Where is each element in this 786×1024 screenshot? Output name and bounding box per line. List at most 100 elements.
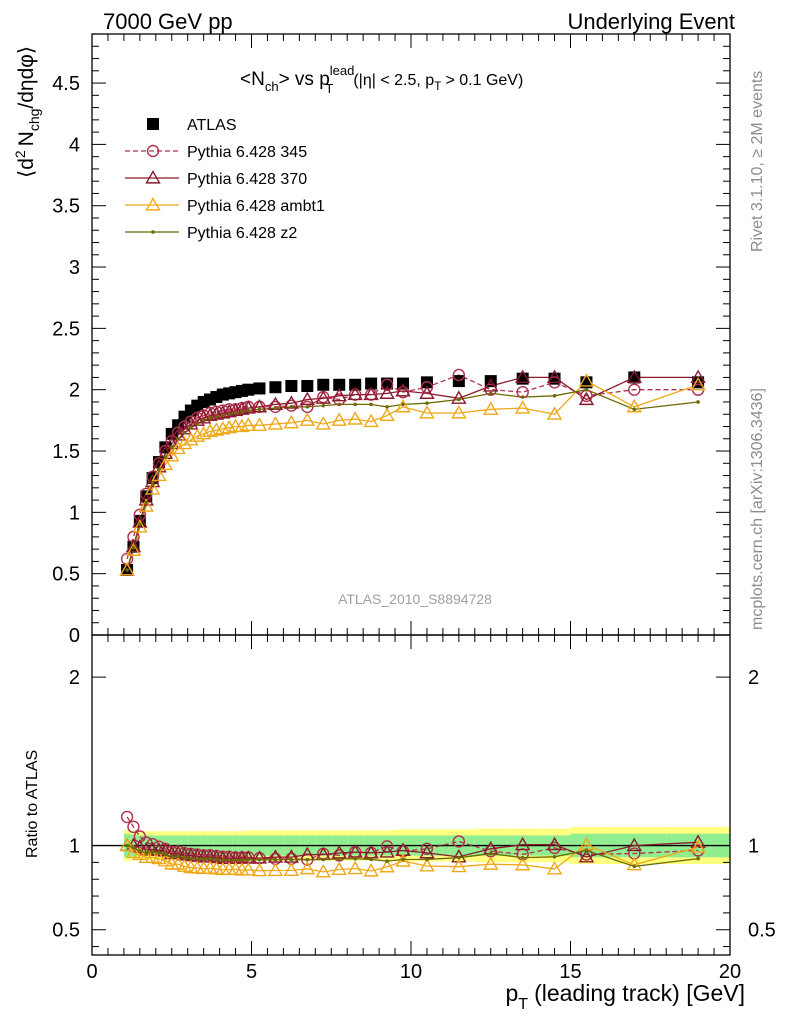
data-point-s4-14: [214, 414, 219, 419]
ratio-point-s3-31: [451, 858, 467, 873]
ratio-point-s1-0: [120, 810, 134, 824]
ratio-point-s4-8: [176, 854, 180, 859]
ratio-ytick-label-right: 1: [748, 836, 759, 858]
data-point-s3-23: [299, 412, 316, 426]
data-point-s3-16: [221, 419, 237, 434]
xtick-label: 20: [719, 961, 741, 983]
data-point-s4-11: [195, 422, 200, 426]
data-point-s3-20: [251, 417, 268, 431]
data-point-s2-32: [483, 378, 499, 392]
data-point-s4-37: [696, 400, 700, 404]
data-point-s1-30: [420, 381, 434, 394]
data-point-s3-4: [144, 481, 161, 495]
data-point-s3-27: [363, 413, 379, 428]
data-point-s3-10: [183, 432, 199, 446]
data-point-s0-36: [628, 371, 641, 384]
data-point-s4-30: [425, 401, 429, 405]
data-point-s4-20: [257, 407, 262, 412]
ratio-point-s4-27: [369, 857, 373, 862]
data-point-s2-3: [138, 492, 154, 506]
data-point-s4-31: [457, 397, 461, 402]
main-ytick-label: 1.5: [52, 441, 80, 463]
data-point-s2-13: [202, 407, 218, 422]
data-point-s1-28: [380, 378, 394, 391]
ratio-panel: 0.5 0.5 1 1 2 2 0 5 10 15 20 Ratio to ATLAS pT (le…: [24, 634, 776, 1013]
data-point-s2-36: [626, 369, 643, 384]
data-point-s0-25: [333, 378, 346, 391]
ratio-point-s3-5: [151, 850, 167, 865]
main-panel: 0.5 1 1.5 2 2.5 3 3.5 4 4.5 0 <Nch> vs plead T (|η…: [12, 33, 731, 647]
ratio-point-s2-34: [546, 836, 563, 851]
data-point-s3-1: [125, 542, 142, 556]
ratio-point-s2-33: [514, 836, 531, 851]
data-point-s4-32: [488, 391, 493, 396]
data-point-s4-7: [169, 445, 174, 450]
xtick-label: 10: [400, 961, 422, 983]
ratio-point-s4-13: [208, 856, 212, 861]
data-point-s2-17: [227, 402, 244, 417]
data-point-s4-0: [125, 568, 129, 572]
data-point-s4-28: [385, 405, 389, 409]
ratio-point-s3-1: [125, 844, 142, 859]
ratio-ytick-label: 0.5: [52, 920, 80, 942]
data-point-s3-30: [419, 405, 435, 419]
ratio-point-s3-6: [157, 853, 174, 867]
data-point-s2-24: [315, 390, 331, 404]
data-point-s2-20: [251, 398, 268, 413]
ratio-point-s3-19: [240, 862, 257, 876]
ratio-point-s3-8: [170, 856, 186, 870]
data-point-s3-0: [119, 562, 135, 576]
data-point-s4-19: [246, 408, 251, 413]
mcplots-label: mcplots.cern.ch [arXiv:1306.3436]: [749, 388, 766, 630]
data-point-s3-26: [347, 411, 363, 425]
main-ytick-label: 0.5: [52, 564, 80, 586]
ratio-point-s4-26: [353, 856, 357, 861]
data-point-s3-13: [202, 423, 218, 437]
ratio-point-s4-31: [457, 855, 461, 860]
ratio-point-s4-6: [163, 852, 168, 857]
ratio-point-s4-18: [240, 858, 244, 862]
ratio-point-s3-17: [227, 861, 244, 875]
data-point-s2-31: [451, 390, 467, 404]
ratio-point-s3-2: [132, 846, 148, 861]
data-point-s2-26: [347, 386, 363, 401]
ratio-point-s4-14: [214, 857, 219, 862]
legend-label-2: Pythia 6.428 370: [187, 171, 307, 188]
data-point-s1-23: [301, 400, 314, 414]
main-ylabel: ⟨d2Nchg/dηdφ⟩: [12, 46, 42, 178]
data-point-s4-12: [201, 418, 206, 423]
data-point-s0-19: [242, 383, 255, 396]
ratio-point-s4-32: [488, 851, 493, 856]
ratio-point-s1-33: [516, 848, 529, 861]
data-point-s4-16: [227, 412, 231, 417]
data-point-s4-18: [240, 409, 244, 414]
ratio-point-s3-33: [514, 856, 531, 871]
data-point-s3-11: [189, 428, 205, 442]
data-point-s2-37: [690, 369, 706, 384]
ratio-point-s2-21: [267, 849, 284, 863]
data-point-s0-27: [365, 377, 378, 390]
data-point-s0-21: [269, 381, 282, 394]
data-point-s4-35: [584, 387, 589, 392]
data-point-s4-34: [552, 394, 557, 398]
data-point-s3-3: [138, 498, 154, 512]
ratio-point-s3-27: [363, 863, 379, 877]
ratio-point-s4-16: [227, 858, 231, 862]
data-point-s3-7: [164, 448, 180, 462]
legend-label-4: Pythia 6.428 z2: [187, 225, 297, 242]
data-point-s2-23: [299, 391, 316, 406]
ratio-point-s2-31: [451, 849, 467, 863]
data-point-s3-34: [546, 406, 563, 420]
data-point-s3-15: [215, 421, 231, 435]
legend: ATLAS Pythia 6.428 345 Pythia 6.428 370 Pyt…: [125, 117, 325, 242]
data-point-s3-21: [267, 416, 284, 430]
data-point-s4-4: [150, 482, 155, 486]
data-point-s0-22: [285, 380, 298, 393]
ratio-ylabel: Ratio to ATLAS: [24, 750, 41, 858]
data-point-s3-8: [170, 440, 186, 455]
data-point-s4-29: [401, 402, 405, 407]
data-point-s0-26: [349, 378, 362, 391]
ratio-point-s4-1: [131, 846, 136, 850]
data-point-s2-28: [379, 385, 395, 399]
